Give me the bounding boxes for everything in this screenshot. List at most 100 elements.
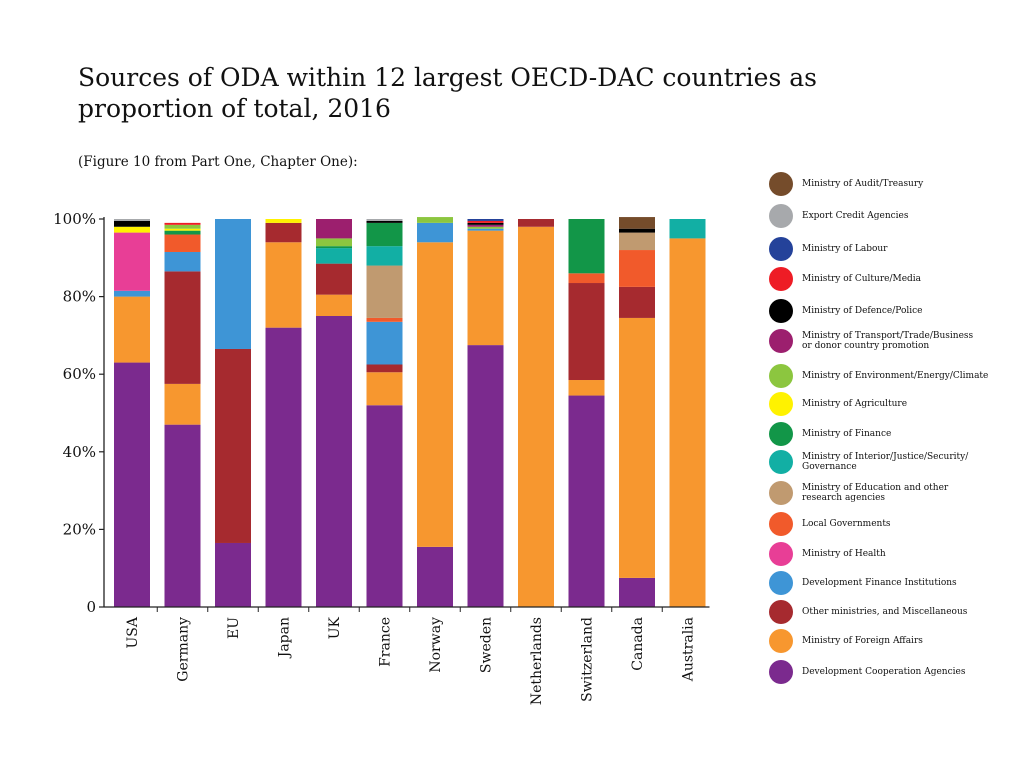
legend-item: Ministry of Audit/Treasury: [769, 172, 1002, 196]
x-tick-label-norway: Norway: [428, 617, 444, 673]
legend-swatch-icon: [769, 422, 793, 446]
bar-segment-france-2: [366, 364, 403, 373]
bar-segment-canada-5: [619, 250, 655, 287]
legend-swatch-icon: [769, 450, 793, 474]
legend-label: Local Governments: [802, 519, 891, 529]
legend-swatch-icon: [769, 481, 793, 505]
y-tick-label: 100%: [53, 210, 96, 228]
x-tick-label-japan: Japan: [277, 617, 293, 659]
bar-segment-norway-0: [417, 546, 453, 607]
legend-label: Development Finance Institutions: [802, 578, 957, 588]
bar-segment-france-5: [366, 317, 403, 322]
bar-segment-usa-9: [114, 226, 150, 233]
legend-label: Ministry of Culture/Media: [802, 274, 922, 284]
bar-segment-eu-3: [215, 219, 251, 349]
bar-segment-germany-13: [164, 222, 201, 225]
bar-segment-france-15: [366, 219, 403, 221]
legend-label: Ministry of Education and other research…: [802, 483, 949, 503]
legend-swatch-icon: [769, 542, 793, 566]
legend-item: Development Finance Institutions: [769, 571, 1002, 595]
bar-segment-canada-12: [619, 228, 655, 233]
bar-segment-france-7: [366, 246, 403, 266]
bar-stack-switzerland: [568, 219, 605, 607]
bar-segment-japan-0: [265, 327, 302, 607]
legend-swatch-icon: [769, 172, 793, 196]
bar-stack-usa: [114, 219, 150, 607]
bar-segment-usa-3: [114, 290, 150, 297]
x-tick-label-canada: Canada: [630, 617, 646, 671]
bar-stack-sweden: [467, 219, 504, 607]
legend-swatch-icon: [769, 629, 793, 653]
x-tick-label-netherlands: Netherlands: [529, 617, 545, 705]
legend-item: Ministry of Finance: [769, 422, 1002, 446]
bar-stack-germany: [164, 222, 201, 607]
legend-item: Local Governments: [769, 512, 1002, 536]
bar-segment-germany-10: [164, 224, 201, 229]
bar-segment-germany-1: [164, 383, 201, 425]
bar-segment-usa-0: [114, 362, 150, 607]
bar-segment-sweden-13: [467, 220, 504, 223]
bar-segment-canada-1: [619, 317, 655, 578]
bar-segment-france-12: [366, 220, 403, 223]
y-tick-label: 80%: [63, 288, 96, 306]
legend-item: Ministry of Culture/Media: [769, 267, 1002, 291]
legend-label: Ministry of Defence/Police: [802, 306, 923, 316]
legend-item: Ministry of Interior/Justice/Security/ G…: [769, 450, 1002, 474]
bar-segment-usa-15: [114, 219, 150, 221]
x-tick-label-uk: UK: [327, 616, 343, 639]
bar-stack-uk: [316, 219, 352, 607]
bar-segment-canada-0: [619, 577, 655, 607]
bar-segment-usa-1: [114, 296, 150, 363]
bar-stack-australia: [669, 219, 706, 607]
legend-swatch-icon: [769, 364, 793, 388]
bar-segment-sweden-12: [467, 222, 504, 225]
bar-segment-australia-1: [669, 238, 706, 607]
x-tick-label-france: France: [378, 617, 394, 667]
bar-segment-switzerland-2: [568, 283, 605, 381]
bar-segment-germany-5: [164, 234, 201, 252]
bar-segment-switzerland-0: [568, 395, 605, 607]
y-tick-label: 20%: [63, 520, 96, 538]
x-tick-label-australia: Australia: [681, 617, 697, 682]
bar-segment-germany-3: [164, 251, 201, 272]
legend-label: Ministry of Labour: [802, 244, 888, 254]
legend-label: Ministry of Finance: [802, 429, 892, 439]
legend-label: Ministry of Environment/Energy/Climate: [802, 371, 989, 381]
bar-segment-uk-8: [316, 246, 352, 249]
legend-swatch-icon: [769, 512, 793, 536]
legend-item: Ministry of Labour: [769, 237, 1002, 261]
bar-segment-norway-10: [417, 217, 453, 223]
bar-segment-norway-3: [417, 222, 453, 243]
legend-label: Ministry of Transport/Trade/Business or …: [802, 331, 974, 351]
legend-item: Ministry of Defence/Police: [769, 299, 1002, 323]
bar-segment-switzerland-8: [568, 219, 605, 274]
legend-swatch-icon: [769, 267, 793, 291]
x-tick-label-switzerland: Switzerland: [580, 617, 596, 702]
legend-item: Development Cooperation Agencies: [769, 660, 1002, 684]
legend-swatch-icon: [769, 329, 793, 353]
bar-segment-australia-7: [669, 219, 706, 239]
legend-swatch-icon: [769, 299, 793, 323]
legend-item: Ministry of Health: [769, 542, 1002, 566]
bar-segment-uk-7: [316, 248, 352, 264]
legend-label: Ministry of Interior/Justice/Security/ G…: [802, 452, 969, 472]
bar-segment-sweden-10: [467, 226, 504, 229]
x-tick-label-sweden: Sweden: [479, 617, 495, 673]
legend-label: Ministry of Foreign Affairs: [802, 636, 923, 646]
bar-segment-france-1: [366, 372, 403, 406]
y-tick-label: 60%: [63, 365, 96, 383]
bar-segment-sweden-1: [467, 230, 504, 346]
bar-segment-japan-2: [265, 222, 302, 243]
bar-segment-uk-10: [316, 238, 352, 247]
bar-stack-norway: [417, 217, 453, 607]
bar-segment-france-3: [366, 321, 403, 365]
y-tick-label: 0: [86, 598, 96, 616]
legend-swatch-icon: [769, 600, 793, 624]
legend-item: Ministry of Education and other research…: [769, 481, 1002, 505]
x-tick-label-germany: Germany: [176, 617, 192, 682]
legend-item: Ministry of Environment/Energy/Climate: [769, 364, 1002, 388]
bar-segment-uk-2: [316, 263, 352, 295]
legend-item: Ministry of Transport/Trade/Business or …: [769, 329, 1002, 353]
bar-segment-japan-9: [265, 219, 302, 223]
